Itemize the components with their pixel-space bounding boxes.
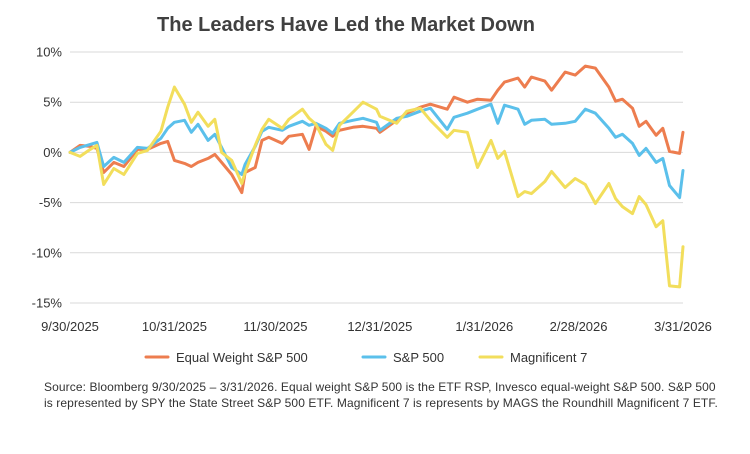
legend-label-1: S&P 500 bbox=[393, 350, 444, 365]
y-tick-label: 5% bbox=[43, 95, 62, 110]
x-tick-label: 1/31/2026 bbox=[455, 319, 513, 334]
gridlines bbox=[70, 51, 683, 304]
x-tick-label: 11/30/2025 bbox=[243, 319, 307, 334]
y-tick-label: -10% bbox=[32, 245, 63, 260]
legend-label-2: Magnificent 7 bbox=[510, 350, 587, 365]
x-axis: 9/30/2025 10/31/2025 11/30/2025 12/31/2025 1… bbox=[41, 319, 712, 334]
chart-title: The Leaders Have Led the Market Down bbox=[157, 14, 535, 36]
y-tick-label: -15% bbox=[32, 296, 63, 311]
legend: Equal Weight S&P 500 S&P 500 Magnificent 7 bbox=[144, 350, 587, 365]
y-tick-label: 10% bbox=[36, 45, 62, 60]
x-tick-label: 3/31/2026 bbox=[654, 319, 712, 334]
series-lines bbox=[68, 64, 685, 289]
series-line-1 bbox=[68, 102, 685, 200]
x-tick-label: 2/28/2026 bbox=[550, 319, 608, 334]
x-tick-label: 9/30/2025 bbox=[41, 319, 99, 334]
source-note: Source: Bloomberg 9/30/2025 – 3/31/2026.… bbox=[44, 380, 718, 410]
legend-label-0: Equal Weight S&P 500 bbox=[176, 350, 308, 365]
x-tick-label: 10/31/2025 bbox=[142, 319, 207, 334]
y-tick-label: -5% bbox=[39, 195, 63, 210]
series-line-0 bbox=[68, 64, 685, 195]
series-line-2 bbox=[68, 85, 685, 289]
y-axis: 10% 5% 0% -5% -10% -15% bbox=[32, 45, 63, 311]
x-tick-label: 12/31/2025 bbox=[347, 319, 412, 334]
y-tick-label: 0% bbox=[43, 145, 62, 160]
